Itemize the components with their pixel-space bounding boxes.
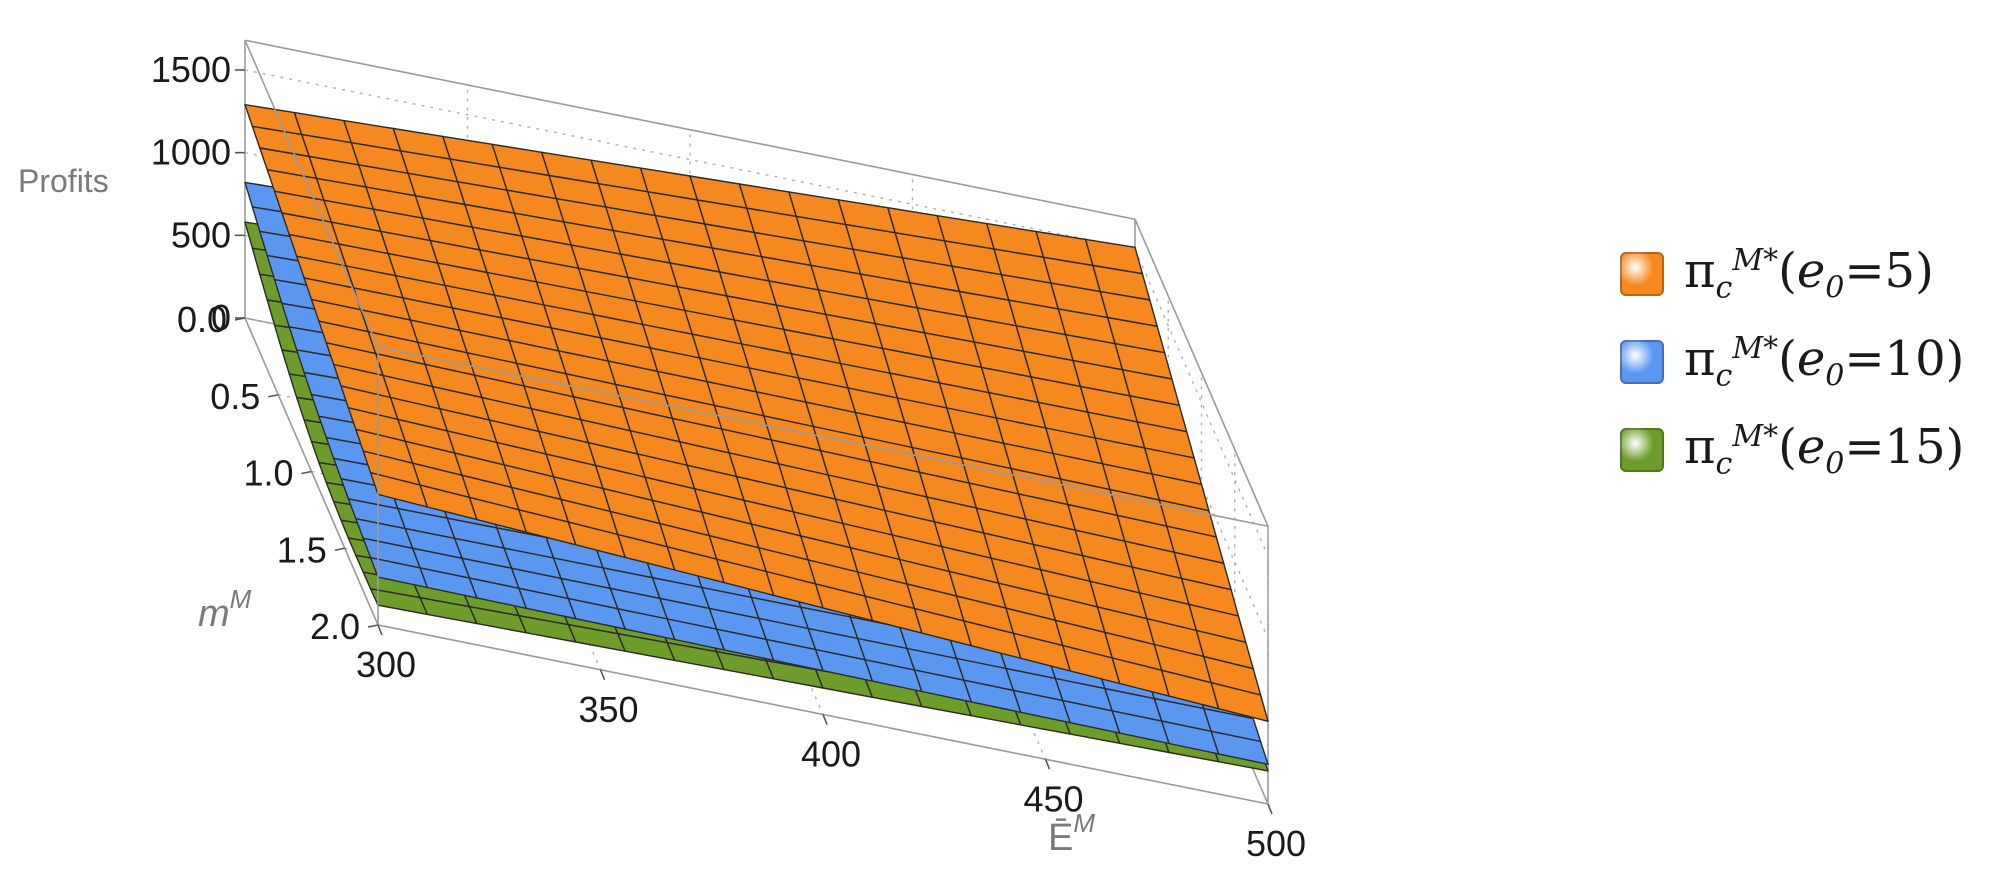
y-tick-label: 2.0 (310, 606, 360, 647)
x-tick-label: 500 (1246, 823, 1306, 864)
legend-swatch-orange (1620, 252, 1664, 296)
legend-item-e0-5[interactable]: πcM*(e0=5) (1620, 230, 1964, 318)
wall-gridline (244, 69, 1136, 250)
x-tick-label: 450 (1023, 778, 1083, 819)
y-axis-title-sup: M (230, 584, 252, 614)
legend-item-e0-15[interactable]: πcM*(e0=15) (1620, 406, 1964, 494)
legend-label: πcM*(e0=5) (1684, 242, 1934, 306)
y-tick-mark (268, 393, 279, 398)
surfaces (244, 103, 1269, 772)
x-axis-title: ĒM (1048, 808, 1095, 859)
legend-swatch-green (1620, 428, 1664, 472)
x-tick-label: 300 (356, 644, 416, 685)
z-tick-label: 0 (211, 297, 231, 338)
x-tick-mark (1044, 758, 1051, 770)
surface-e0=5 (244, 103, 1269, 722)
y-tick-label: 1.5 (277, 529, 327, 570)
x-tick-mark (377, 624, 383, 636)
y-axis-title: mM (198, 584, 252, 635)
y-tick-mark (334, 547, 345, 552)
axis-ticks: 300 350 400 450 500 0.0 0.5 1.0 1.5 2.0 0 500 1000 15… (151, 49, 1306, 864)
y-tick-label: 0.0 (177, 299, 227, 340)
legend: πcM*(e0=5) πcM*(e0=10) πcM*(e0=15) (1620, 230, 1964, 494)
y-tick-label: 1.0 (243, 453, 293, 494)
z-tick-label: 1000 (151, 132, 231, 173)
x-axis-title-base: Ē (1048, 817, 1073, 859)
surface-patch (1210, 730, 1269, 765)
legend-label: πcM*(e0=10) (1684, 330, 1965, 394)
y-tick-label: 0.5 (210, 376, 260, 417)
legend-label: πcM*(e0=15) (1684, 418, 1965, 482)
z-tick-label: 1500 (151, 49, 231, 90)
x-tick-mark (1267, 803, 1273, 815)
y-axis-title-base: m (198, 593, 230, 635)
y-tick-mark (367, 624, 379, 628)
surface-plot: 300 350 400 450 500 0.0 0.5 1.0 1.5 2.0 0 500 1000 15… (18, 39, 1306, 864)
box-edge (244, 39, 1136, 221)
z-axis-title: Profits (18, 163, 109, 199)
x-tick-label: 350 (578, 689, 638, 730)
box-edge (244, 39, 379, 348)
box-edge (377, 346, 1269, 528)
x-tick-mark (822, 714, 828, 725)
legend-item-e0-10[interactable]: πcM*(e0=10) (1620, 318, 1964, 406)
x-tick-label: 400 (801, 734, 861, 775)
wall-gridline (1134, 248, 1269, 557)
surface-patch (1210, 682, 1269, 722)
x-axis-title-sup: M (1073, 808, 1095, 838)
x-tick-mark (599, 669, 606, 681)
legend-swatch-blue (1620, 340, 1664, 384)
z-tick-label: 500 (171, 214, 231, 255)
box-edge (1134, 218, 1269, 527)
y-tick-mark (301, 470, 312, 475)
